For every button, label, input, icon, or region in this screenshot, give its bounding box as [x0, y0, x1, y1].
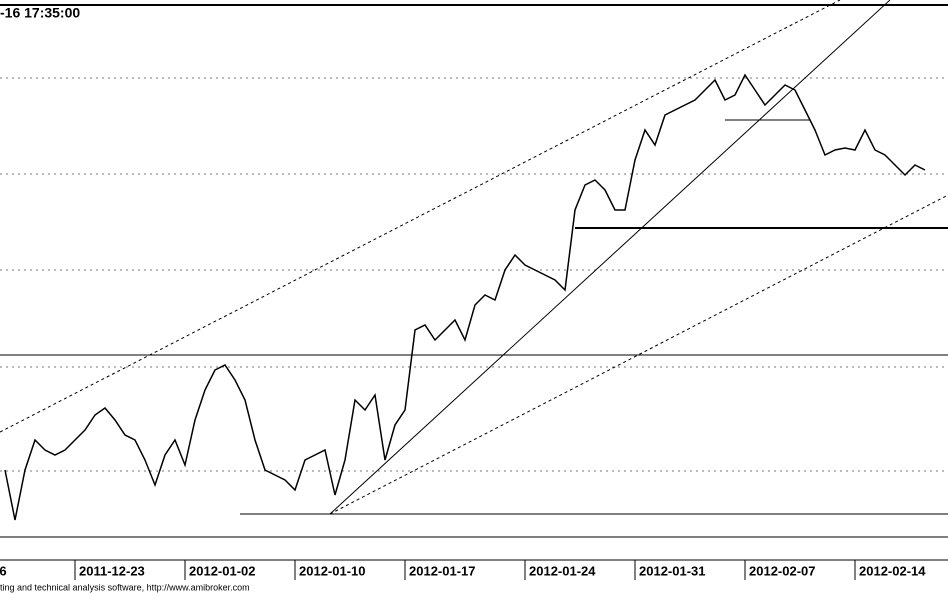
trend-line — [0, 0, 841, 433]
x-tick-label: 2011-12-23 — [79, 563, 145, 578]
footer: ting and technical analysis software, ht… — [0, 582, 250, 592]
x-tick-label: 2012-02-07 — [749, 563, 816, 578]
x-tick-label: -12-16 — [0, 563, 7, 578]
x-tick-label: 2012-01-02 — [189, 563, 256, 578]
trend-line — [329, 0, 891, 515]
x-tick-label: 2012-01-24 — [529, 563, 596, 578]
price-line — [4, 73, 926, 521]
trend-line — [329, 194, 948, 515]
chart-title: -16 17:35:00 — [0, 5, 80, 21]
x-tick-label: 2012-01-10 — [299, 563, 366, 578]
x-tick-label: 2012-02-14 — [859, 563, 926, 578]
x-tick-label: 2012-01-17 — [409, 563, 476, 578]
x-tick-label: 2012-01-31 — [639, 563, 706, 578]
